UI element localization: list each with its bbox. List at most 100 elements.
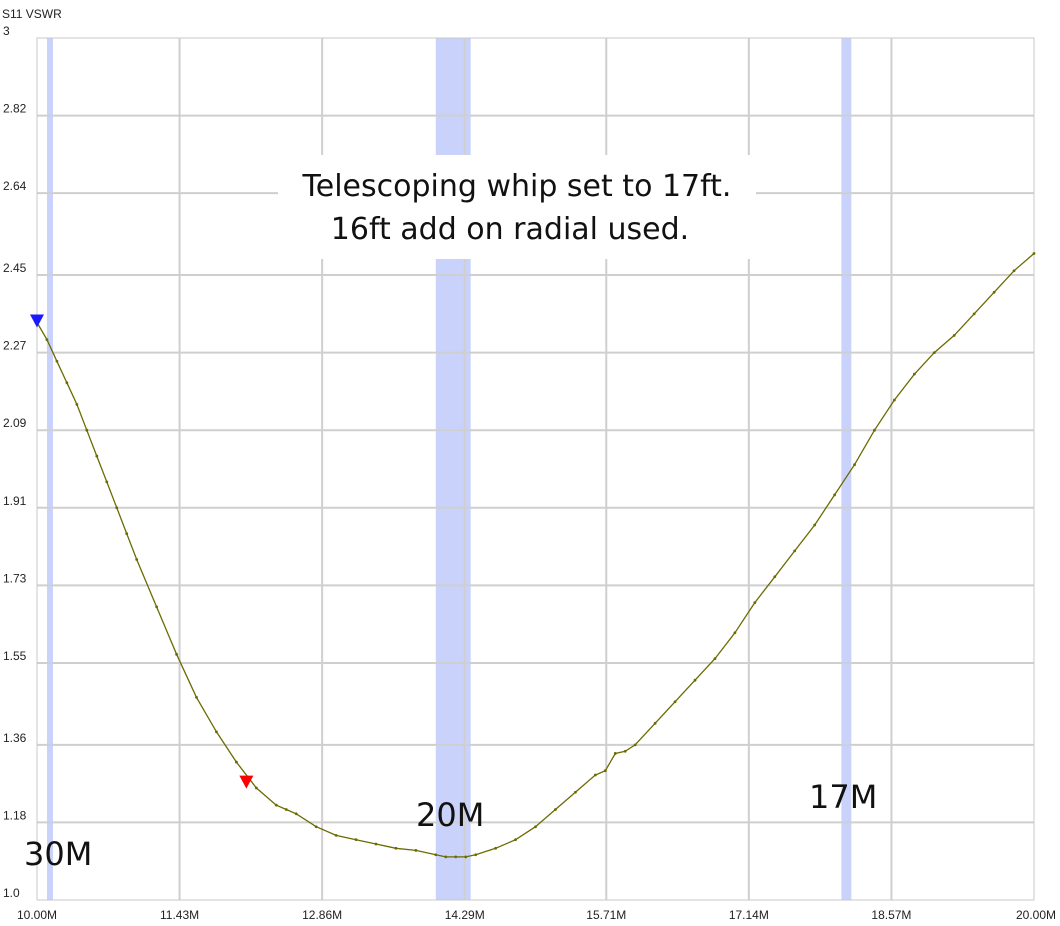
x-tick-label: 18.57M	[871, 908, 911, 922]
data-point	[155, 605, 159, 609]
data-point	[65, 381, 69, 385]
data-point	[394, 846, 398, 850]
marker-1	[30, 314, 44, 328]
data-point	[573, 790, 577, 794]
vswr-series-line	[36, 253, 1035, 858]
data-point	[972, 312, 976, 316]
data-point	[773, 575, 777, 579]
data-point	[593, 773, 597, 777]
data-point	[95, 454, 99, 458]
data-point	[125, 532, 129, 536]
annotation-line-2: 16ft add on radial used.	[331, 212, 689, 247]
data-point	[733, 631, 737, 635]
data-point	[912, 372, 916, 376]
data-point	[653, 721, 657, 725]
data-point	[175, 652, 178, 656]
data-point	[235, 760, 238, 764]
data-point	[952, 333, 956, 337]
data-point	[314, 825, 318, 829]
series	[36, 253, 1035, 858]
annotation-line-1: Telescoping whip set to 17ft.	[302, 169, 732, 204]
data-point	[534, 825, 537, 829]
data-point	[195, 696, 198, 699]
data-point	[454, 855, 458, 859]
band-label-30m: 30M	[24, 835, 92, 873]
data-point	[603, 769, 607, 773]
y-tick-label: 1.55	[3, 649, 27, 663]
grid	[37, 38, 1034, 900]
annotation-box: Telescoping whip set to 17ft. 16ft add o…	[278, 155, 756, 259]
data-point	[474, 853, 478, 857]
data-point	[414, 849, 418, 852]
y-tick-label: 2.64	[3, 179, 27, 193]
data-point	[713, 657, 717, 661]
data-point	[75, 402, 79, 406]
y-axis-ticks: 1.0 1.18 1.36 1.55 1.73 1.91 2.09 2.27 2.45 2.64 2…	[3, 24, 27, 900]
y-tick-label: 1.91	[3, 494, 27, 508]
x-tick-label: 20.00M	[1016, 908, 1056, 922]
y-tick-label: 1.73	[3, 571, 27, 585]
data-point	[623, 749, 627, 753]
data-point	[274, 803, 278, 807]
chart-title: S11 VSWR	[2, 7, 62, 21]
data-point	[793, 549, 797, 553]
x-tick-label: 14.29M	[445, 908, 485, 922]
y-tick-label: 2.45	[3, 261, 27, 275]
band-label-20m: 20M	[416, 796, 484, 834]
y-tick-label: 2.27	[3, 339, 27, 353]
data-point	[633, 743, 637, 747]
y-tick-label: 2.82	[3, 102, 27, 116]
data-point	[464, 855, 468, 859]
x-tick-label: 11.43M	[160, 908, 199, 922]
data-point	[693, 678, 697, 682]
data-point	[873, 428, 876, 432]
y-tick-label: 2.09	[3, 416, 27, 430]
data-point	[354, 838, 358, 842]
x-tick-label: 12.86M	[302, 908, 342, 922]
y-tick-label: 1.18	[3, 808, 27, 822]
data-point	[434, 853, 438, 857]
x-tick-label: 17.14M	[729, 908, 769, 922]
data-point	[55, 359, 59, 363]
data-point	[554, 808, 557, 811]
data-point	[673, 700, 677, 704]
data-point	[932, 351, 936, 355]
data-point	[135, 558, 139, 561]
band-labels: 30M 20M 17M	[24, 778, 877, 873]
data-point	[215, 730, 218, 734]
y-tick-label: 1.0	[3, 886, 20, 900]
data-point	[813, 523, 817, 527]
plot-frame	[36, 37, 1035, 901]
data-point	[444, 855, 448, 859]
y-tick-label: 1.36	[3, 731, 27, 745]
data-point	[833, 493, 836, 497]
series-points	[35, 252, 1036, 859]
data-point	[1012, 269, 1016, 273]
data-point	[374, 842, 378, 846]
data-point	[494, 846, 498, 850]
data-point	[992, 290, 996, 294]
x-tick-label: 10.00M	[17, 908, 57, 922]
x-axis-ticks: 10.00M 11.43M 12.86M 14.29M 15.71M 17.14M 18.5…	[17, 908, 1056, 922]
band-label-17m: 17M	[809, 778, 877, 816]
y-tick-label: 3	[3, 24, 10, 38]
x-tick-label: 15.71M	[586, 908, 626, 922]
data-point	[1032, 252, 1036, 255]
data-point	[753, 601, 757, 605]
data-point	[254, 786, 258, 790]
band-30m	[46, 38, 53, 900]
data-point	[613, 752, 617, 755]
data-point	[45, 338, 49, 342]
data-point	[85, 428, 89, 432]
marker-2	[239, 775, 254, 789]
data-point	[893, 398, 896, 402]
data-point	[294, 812, 298, 816]
data-point	[853, 463, 856, 467]
band-17m	[841, 38, 852, 900]
data-point	[284, 808, 288, 811]
data-point	[105, 480, 109, 484]
data-point	[514, 838, 517, 842]
data-point	[334, 833, 338, 837]
data-point	[115, 506, 119, 510]
